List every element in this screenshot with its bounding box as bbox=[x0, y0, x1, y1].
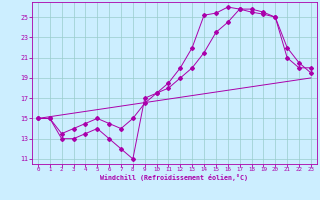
X-axis label: Windchill (Refroidissement éolien,°C): Windchill (Refroidissement éolien,°C) bbox=[100, 174, 248, 181]
